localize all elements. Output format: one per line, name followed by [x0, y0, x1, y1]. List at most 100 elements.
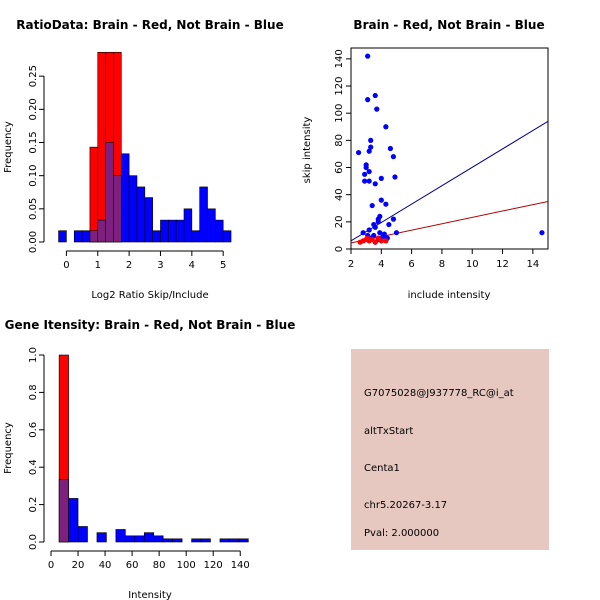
- scatter-point-not-brain: [362, 178, 368, 184]
- ratio-y-tick-label: 0.10: [28, 165, 39, 187]
- gene-blue-bar: [153, 535, 164, 543]
- ratio-blue-bar: [81, 230, 91, 243]
- scatter-x-tick-label: 4: [378, 259, 384, 270]
- ratio-blue-bar: [222, 230, 232, 243]
- ratio-blue-bar: [160, 219, 169, 243]
- ratio-histogram-xlabel: Log2 Ratio Skip/Include: [91, 290, 208, 301]
- ratio-red-bar: [89, 146, 99, 243]
- gene-blue-bar: [162, 538, 173, 543]
- ratio-overlap-bar: [89, 230, 99, 243]
- scatter-point-not-brain: [387, 145, 393, 152]
- ratio-blue-bar: [58, 230, 67, 243]
- scatter-point-not-brain: [374, 106, 380, 112]
- ratio-blue-bar: [215, 219, 224, 243]
- probe-id: G7075028@J937778_RC@i_at: [364, 388, 514, 399]
- scatter-x-tick-label: 6: [408, 259, 414, 270]
- gene-blue-bar: [219, 538, 230, 543]
- ratio-y-tick-label: 0.25: [28, 65, 39, 87]
- scatter-point-not-brain: [372, 181, 378, 187]
- ratio-blue-bar: [136, 186, 146, 243]
- scatter-y-tick-label: 120: [334, 76, 345, 95]
- scatter-y-tick-label: 80: [334, 134, 345, 147]
- gene-blue-bar: [134, 535, 145, 543]
- scatter-point-not-brain: [368, 144, 374, 150]
- scatter-point-brain: [372, 239, 378, 245]
- gene-name: Centa1: [364, 463, 400, 474]
- scatter-x-tick-label: 12: [496, 259, 509, 270]
- scatter-point-not-brain: [390, 154, 397, 160]
- scatter-y-tick-label: 140: [334, 49, 345, 68]
- gene-blue-bar: [125, 535, 136, 543]
- ratio-blue-bar: [207, 208, 216, 243]
- scatter-point-not-brain: [393, 230, 400, 236]
- scatter-y-tick-label: 40: [334, 188, 345, 201]
- intensity-scatter: Brain - Red, Not Brain - Blue include in…: [302, 18, 549, 301]
- gene-overlap-bar: [58, 479, 69, 543]
- scatter-point-not-brain: [372, 224, 378, 230]
- scatter-point-not-brain: [383, 201, 389, 207]
- gene-histogram-xlabel: Intensity: [128, 590, 172, 600]
- gene-y-tick-label: 0.2: [28, 497, 39, 513]
- ratio-x-tick-label: 1: [95, 260, 101, 271]
- scatter-point-brain: [383, 238, 389, 244]
- ratio-blue-bar: [144, 197, 153, 243]
- location: chr5.20267-3.17: [364, 500, 447, 511]
- ratio-y-tick-label: 0.05: [28, 198, 39, 220]
- ratio-y-tick-label: 0.15: [28, 131, 39, 153]
- ratio-overlap-bar: [105, 142, 114, 243]
- scatter-y-tick-label: 60: [334, 161, 345, 174]
- scatter-point-not-brain: [390, 216, 397, 222]
- gene-y-tick-label: 0.0: [28, 534, 39, 550]
- gene-x-tick-label: 0: [48, 560, 54, 571]
- scatter-point-not-brain: [380, 234, 386, 240]
- ratio-overlap-bar: [97, 219, 106, 243]
- gene-blue-bar: [200, 538, 211, 543]
- gene-intensity-histogram: Gene Itensity: Brain - Red, Not Brain - …: [3, 318, 295, 600]
- ratio-overlap-bar: [113, 175, 122, 243]
- scatter-x-tick-label: 2: [348, 259, 354, 270]
- ratio-x-tick-label: 0: [63, 260, 69, 271]
- event-type: altTxStart: [364, 426, 413, 437]
- ratio-x-tick-label: 4: [189, 260, 195, 271]
- scatter-point-not-brain: [366, 227, 372, 233]
- ratio-y-tick-label: 0.20: [28, 98, 39, 120]
- ratio-x-tick-label: 5: [220, 260, 226, 271]
- ratio-y-tick-label: 0.00: [28, 231, 39, 253]
- gene-blue-bar: [238, 538, 249, 543]
- gene-y-tick-label: 0.4: [28, 459, 39, 475]
- scatter-point-not-brain: [366, 148, 372, 154]
- scatter-point-not-brain: [365, 53, 371, 59]
- gene-blue-bar: [143, 532, 155, 543]
- gene-blue-bar: [68, 498, 79, 543]
- scatter-y-tick-label: 100: [334, 104, 345, 123]
- ratio-histogram: RatioData: Brain - Red, Not Brain - Blue…: [3, 18, 284, 301]
- gene-x-tick-label: 80: [153, 560, 166, 571]
- scatter-point-brain: [378, 238, 384, 244]
- ratio-blue-bar: [175, 219, 185, 243]
- info-panel-background: [351, 349, 549, 550]
- scatter-point-not-brain: [378, 197, 384, 203]
- scatter-y-tick-label: 0: [334, 246, 345, 252]
- scatter-point-not-brain: [368, 137, 374, 143]
- gene-blue-bar: [229, 538, 240, 543]
- scatter-frame: [350, 47, 549, 250]
- scatter-point-not-brain: [378, 175, 384, 181]
- gene-y-tick-label: 1.0: [28, 347, 39, 363]
- gene-x-tick-label: 20: [72, 560, 85, 571]
- gene-y-tick-label: 0.8: [28, 384, 39, 400]
- gene-x-tick-label: 60: [126, 560, 139, 571]
- scatter-x-tick-label: 10: [466, 259, 479, 270]
- ratio-histogram-ylabel: Frequency: [3, 121, 14, 173]
- ratio-red-bar: [97, 51, 106, 243]
- ratio-blue-bar: [199, 186, 208, 243]
- scatter-point-not-brain: [369, 202, 375, 209]
- pval: Pval: 2.000000: [364, 528, 439, 539]
- ratio-blue-bar: [183, 208, 193, 243]
- ratio-blue-bar: [168, 219, 177, 243]
- ratio-x-tick-label: 3: [157, 260, 163, 271]
- scatter-point-not-brain: [365, 97, 371, 103]
- scatter-point-not-brain: [539, 230, 545, 236]
- scatter-point-not-brain: [355, 149, 362, 156]
- gene-x-tick-label: 100: [177, 560, 196, 571]
